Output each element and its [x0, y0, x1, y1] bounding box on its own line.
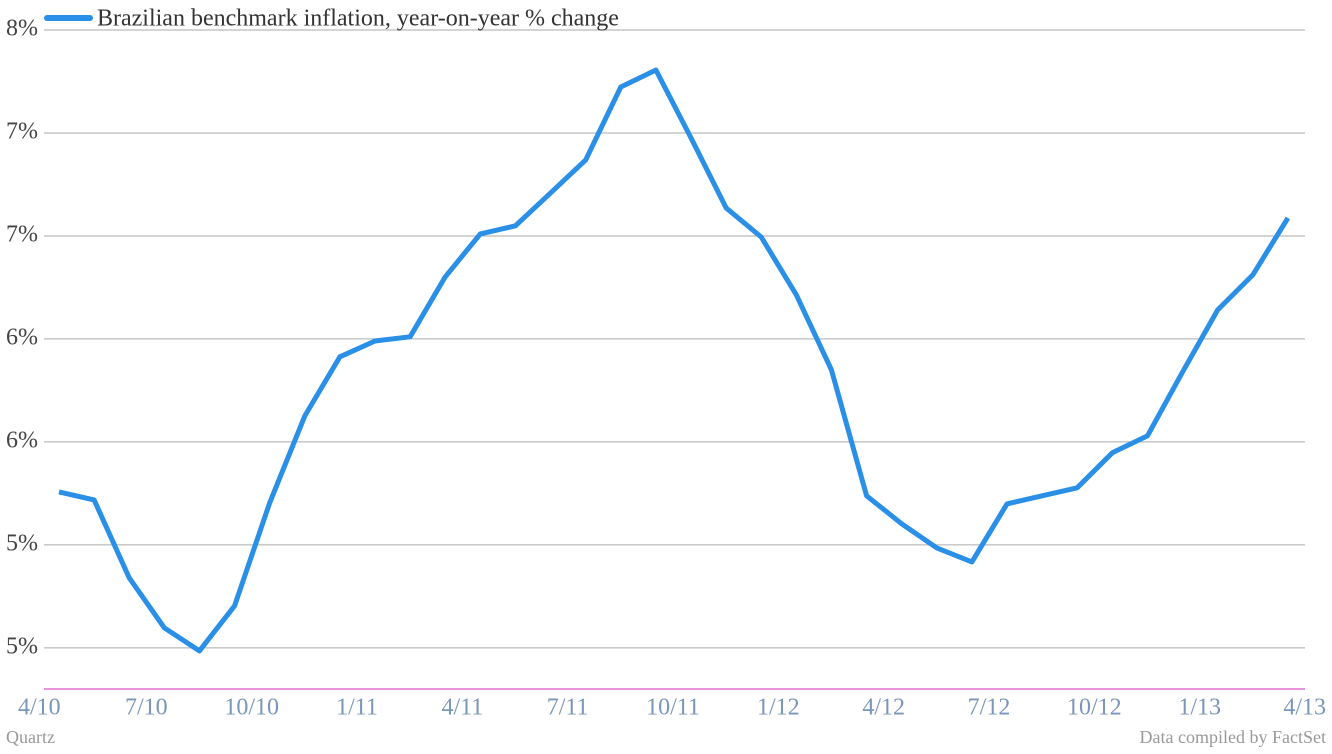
y-tick-label: 6% [6, 324, 38, 350]
y-tick-label: 6% [6, 427, 38, 453]
y-tick-label: 7% [6, 118, 38, 144]
x-tick-label: 10/10 [224, 695, 279, 721]
source-left: Quartz [6, 727, 55, 747]
y-tick-label: 5% [6, 633, 38, 659]
x-tick-label: 4/10 [18, 695, 61, 721]
x-tick-label: 1/11 [336, 695, 378, 721]
x-tick-label: 4/11 [441, 695, 483, 721]
x-tick-label: 1/13 [1178, 695, 1221, 721]
x-tick-label: 10/12 [1067, 695, 1122, 721]
y-tick-label: 8% [6, 16, 38, 42]
y-tick-label: 7% [6, 221, 38, 247]
x-tick-label: 4/12 [862, 695, 905, 721]
x-tick-label: 1/12 [757, 695, 800, 721]
legend-label: Brazilian benchmark inflation, year-on-y… [97, 6, 619, 32]
source-right: Data compiled by FactSet [1140, 727, 1326, 747]
series-line [58, 67, 1291, 654]
x-tick-label: 7/12 [968, 695, 1011, 721]
x-tick-label: 7/10 [125, 695, 168, 721]
y-tick-label: 5% [6, 530, 38, 556]
x-tick-label: 7/11 [547, 695, 589, 721]
x-tick-label: 4/13 [1283, 695, 1326, 721]
x-tick-label: 10/11 [646, 695, 700, 721]
